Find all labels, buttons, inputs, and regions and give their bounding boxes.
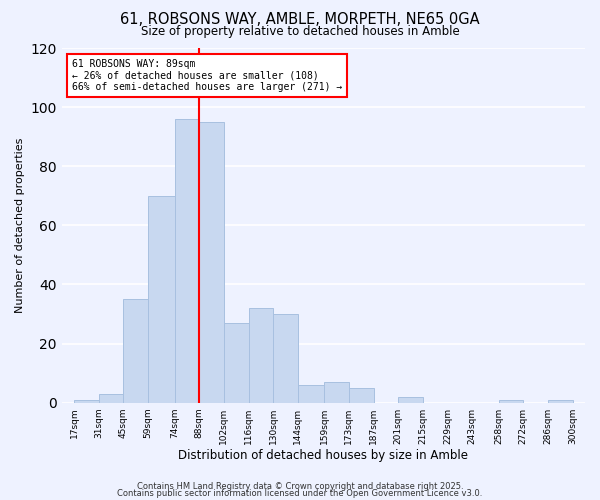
Text: Contains public sector information licensed under the Open Government Licence v3: Contains public sector information licen…	[118, 490, 482, 498]
Bar	[124, 300, 148, 403]
Text: 61, ROBSONS WAY, AMBLE, MORPETH, NE65 0GA: 61, ROBSONS WAY, AMBLE, MORPETH, NE65 0G…	[120, 12, 480, 28]
Bar	[298, 385, 324, 402]
Text: 61 ROBSONS WAY: 89sqm
← 26% of detached houses are smaller (108)
66% of semi-det: 61 ROBSONS WAY: 89sqm ← 26% of detached …	[72, 58, 343, 92]
Text: Size of property relative to detached houses in Amble: Size of property relative to detached ho…	[140, 25, 460, 38]
X-axis label: Distribution of detached houses by size in Amble: Distribution of detached houses by size …	[178, 450, 469, 462]
Bar	[148, 196, 175, 402]
Bar	[548, 400, 572, 402]
Bar	[99, 394, 124, 402]
Bar	[398, 397, 423, 402]
Bar	[199, 122, 224, 402]
Bar	[324, 382, 349, 402]
Text: Contains HM Land Registry data © Crown copyright and database right 2025.: Contains HM Land Registry data © Crown c…	[137, 482, 463, 491]
Bar	[499, 400, 523, 402]
Bar	[224, 323, 248, 402]
Bar	[74, 400, 99, 402]
Bar	[349, 388, 374, 402]
Bar	[273, 314, 298, 402]
Bar	[248, 308, 273, 402]
Y-axis label: Number of detached properties: Number of detached properties	[15, 138, 25, 313]
Bar	[175, 119, 199, 403]
